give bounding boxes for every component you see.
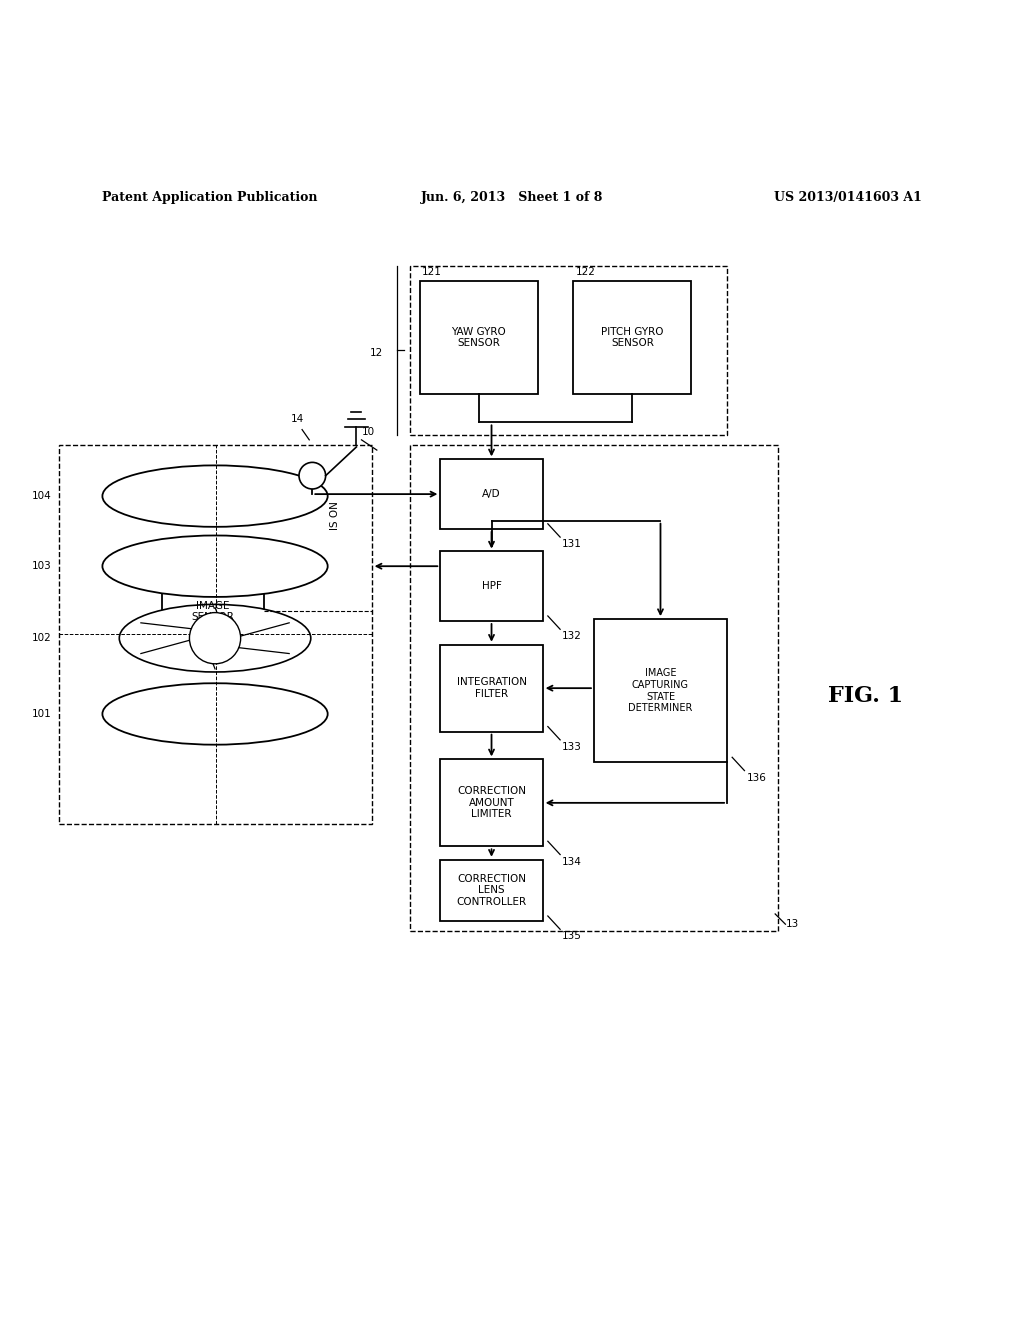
- FancyBboxPatch shape: [440, 552, 543, 622]
- Text: 102: 102: [32, 634, 51, 643]
- FancyBboxPatch shape: [162, 573, 264, 649]
- Text: 14: 14: [291, 414, 303, 425]
- Text: A/D: A/D: [482, 490, 501, 499]
- Text: 12: 12: [371, 347, 383, 358]
- Text: 132: 132: [562, 631, 582, 642]
- Text: 133: 133: [562, 742, 582, 752]
- Ellipse shape: [102, 466, 328, 527]
- Text: 104: 104: [32, 491, 51, 502]
- FancyBboxPatch shape: [440, 644, 543, 731]
- FancyBboxPatch shape: [573, 281, 691, 393]
- Text: FIG. 1: FIG. 1: [827, 685, 903, 706]
- Text: US 2013/0141603 A1: US 2013/0141603 A1: [774, 191, 922, 205]
- Text: INTEGRATION
FILTER: INTEGRATION FILTER: [457, 677, 526, 700]
- Text: PITCH GYRO
SENSOR: PITCH GYRO SENSOR: [601, 326, 664, 348]
- Text: YAW GYRO
SENSOR: YAW GYRO SENSOR: [452, 326, 506, 348]
- Ellipse shape: [102, 684, 328, 744]
- FancyBboxPatch shape: [420, 281, 538, 393]
- Ellipse shape: [119, 605, 311, 672]
- Circle shape: [189, 612, 241, 664]
- Text: 131: 131: [562, 539, 582, 549]
- FancyBboxPatch shape: [440, 859, 543, 921]
- Text: 121: 121: [422, 267, 441, 277]
- Text: 134: 134: [562, 857, 582, 867]
- Text: CORRECTION
LENS
CONTROLLER: CORRECTION LENS CONTROLLER: [457, 874, 526, 907]
- Ellipse shape: [102, 536, 328, 597]
- Text: IMAGE
CAPTURING
STATE
DETERMINER: IMAGE CAPTURING STATE DETERMINER: [629, 668, 692, 713]
- Text: IS ON: IS ON: [330, 502, 340, 531]
- FancyBboxPatch shape: [440, 459, 543, 529]
- Text: IMAGE
SENSOR: IMAGE SENSOR: [191, 601, 234, 622]
- Text: 13: 13: [785, 919, 799, 929]
- Text: CORRECTION
AMOUNT
LIMITER: CORRECTION AMOUNT LIMITER: [457, 787, 526, 820]
- Circle shape: [299, 462, 326, 488]
- FancyBboxPatch shape: [440, 759, 543, 846]
- Text: 11: 11: [269, 556, 283, 566]
- Text: 135: 135: [562, 932, 582, 941]
- Text: 136: 136: [746, 772, 766, 783]
- Text: Patent Application Publication: Patent Application Publication: [102, 191, 317, 205]
- Text: Jun. 6, 2013   Sheet 1 of 8: Jun. 6, 2013 Sheet 1 of 8: [421, 191, 603, 205]
- FancyBboxPatch shape: [594, 619, 727, 763]
- Text: HPF: HPF: [481, 581, 502, 591]
- Text: 122: 122: [575, 267, 595, 277]
- Text: 10: 10: [361, 426, 375, 437]
- Text: 103: 103: [32, 561, 51, 572]
- Text: 101: 101: [32, 709, 51, 719]
